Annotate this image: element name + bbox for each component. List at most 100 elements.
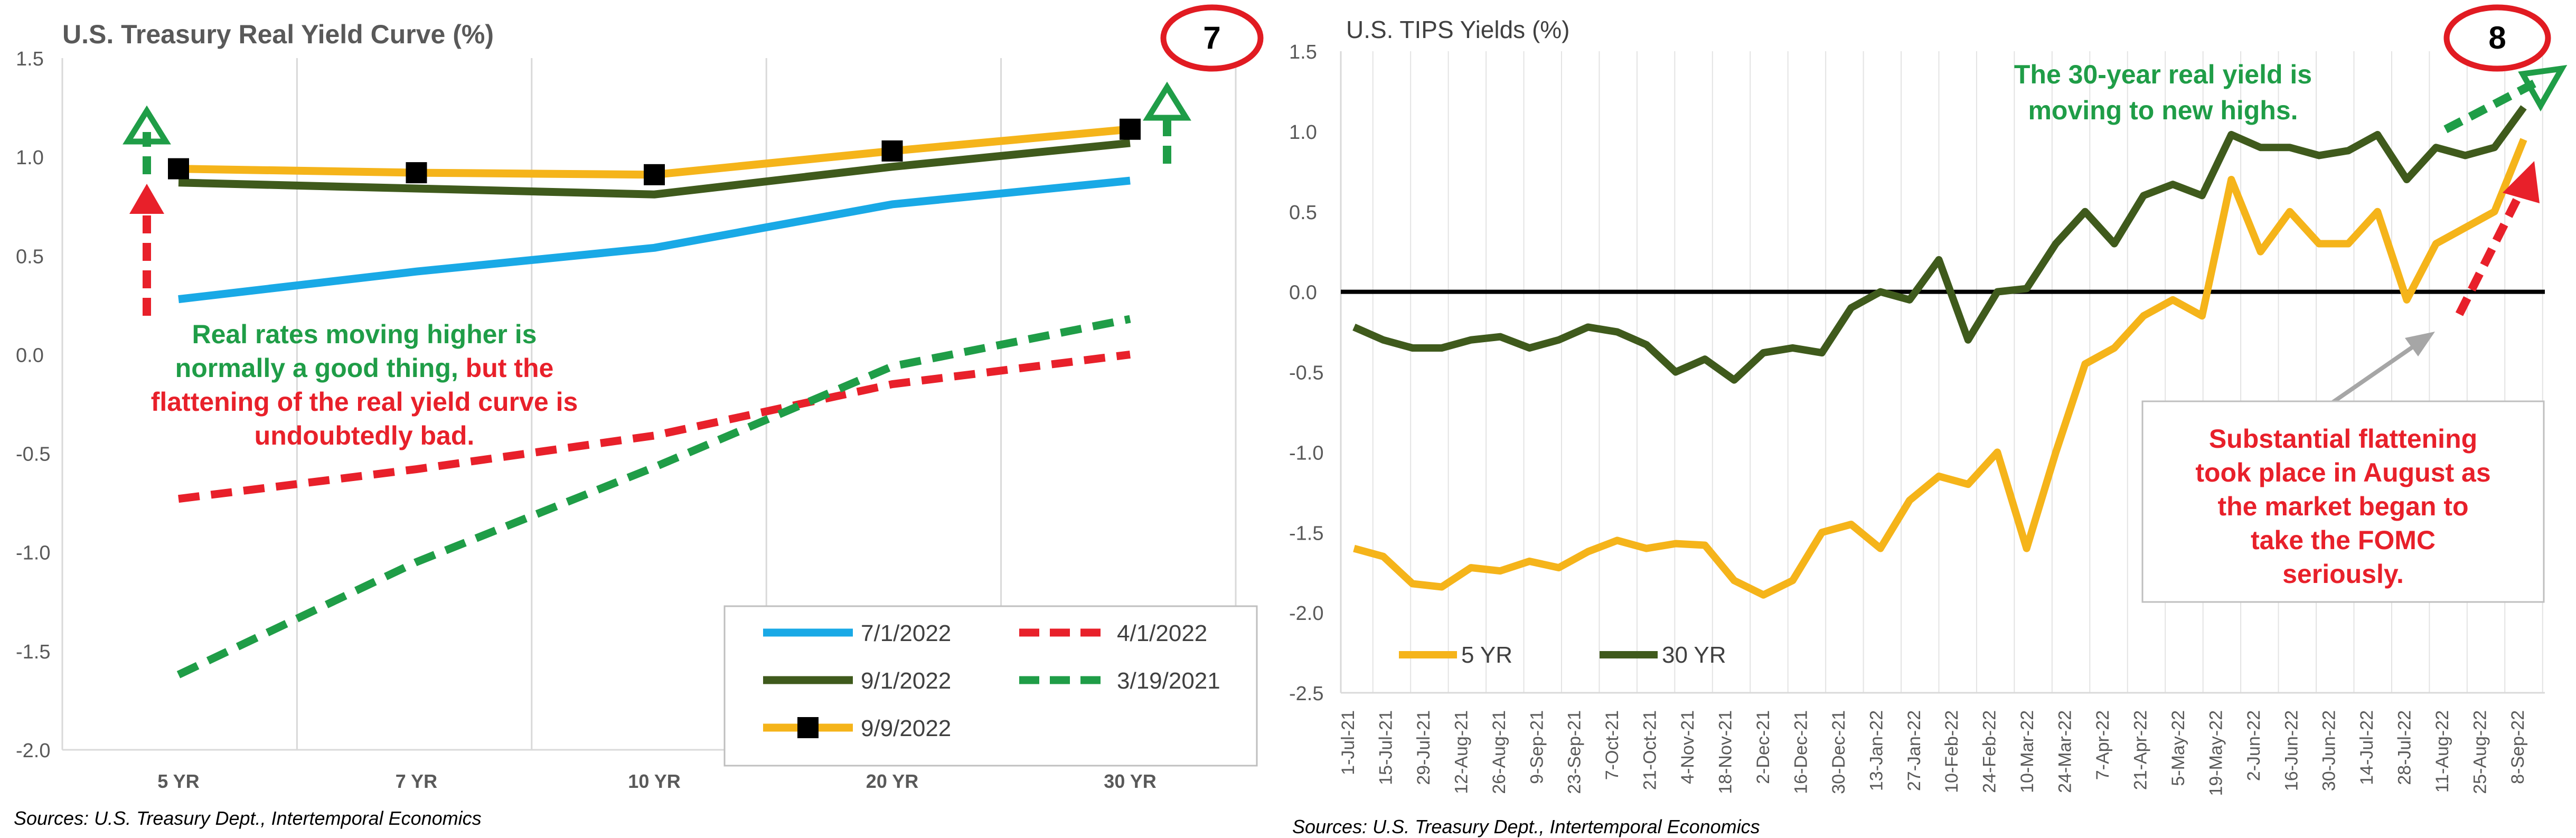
callout-frame xyxy=(2141,400,2545,603)
chart-title: U.S. TIPS Yields (%) xyxy=(1346,16,1570,43)
series-line-3-19-2021 xyxy=(176,315,1131,679)
legend-label-30-yr: 30 YR xyxy=(1662,642,1726,668)
badge-ring xyxy=(2443,4,2551,72)
data-point-marker xyxy=(1120,118,1141,140)
legend-label-7-1-2022: 7/1/2022 xyxy=(861,620,951,646)
x-tick-label: 7-Apr-22 xyxy=(2093,710,2113,780)
x-tick-label: 9-Sep-21 xyxy=(1527,710,1547,784)
green-dashed-arrow xyxy=(2443,79,2536,134)
x-tick-label: 13-Jan-22 xyxy=(1866,710,1886,791)
legend-label-3-19-2021: 3/19/2021 xyxy=(1117,668,1220,694)
x-tick-label: 29-Jul-21 xyxy=(1414,710,1434,785)
legend-label-5-yr: 5 YR xyxy=(1461,642,1512,668)
y-tick-label: 1.5 xyxy=(1289,41,1317,63)
red-dashed-arrow xyxy=(2455,194,2523,316)
badge-7: 7 xyxy=(1160,4,1264,72)
x-tick-label: 26-Aug-21 xyxy=(1489,710,1509,794)
callout-line-5: seriously. xyxy=(2282,559,2404,589)
x-tick-label: 24-Feb-22 xyxy=(1980,710,2000,793)
green-arrow-head-icon xyxy=(123,105,171,145)
y-tick-label: 0.0 xyxy=(16,344,44,366)
arrows xyxy=(2319,65,2568,413)
y-tick-label: -1.0 xyxy=(1289,442,1323,464)
annotation-line-4: undoubtedly bad. xyxy=(255,421,475,450)
real-yield-curve-chart: U.S. Treasury Real Yield Curve (%) 1.5 1.… xyxy=(14,4,1264,829)
x-tick-label: 12-Aug-21 xyxy=(1451,710,1471,794)
legend: 5 YR 30 YR xyxy=(1399,642,1726,668)
annotation-line-2: normally a good thing, but the xyxy=(175,353,554,383)
callout-box: Substantial flattening took place in Augu… xyxy=(2141,400,2545,603)
x-tick-label: 30-Dec-21 xyxy=(1829,710,1849,794)
x-tick-label: 7 YR xyxy=(396,770,437,792)
annotation-top: The 30-year real yield is moving to new … xyxy=(2014,60,2312,125)
y-tick-label: -0.5 xyxy=(1289,362,1323,384)
source-note: Sources: U.S. Treasury Dept., Intertempo… xyxy=(1292,816,1760,837)
badge-8: 8 xyxy=(2443,4,2551,72)
y-tick-label: 1.0 xyxy=(1289,121,1317,144)
x-tick-label: 18-Nov-21 xyxy=(1716,710,1736,794)
y-tick-label: 0.5 xyxy=(1289,202,1317,224)
x-tick-label: 2-Jun-22 xyxy=(2244,710,2264,781)
gray-arrow-head-icon xyxy=(2405,332,2435,356)
y-tick-label: -2.0 xyxy=(1289,602,1323,625)
x-tick-label: 20 YR xyxy=(866,770,918,792)
data-point-marker xyxy=(644,164,665,185)
y-tick-label: -1.0 xyxy=(16,542,50,564)
series-line-9-1-2022 xyxy=(178,139,1131,199)
y-tick-label: -1.5 xyxy=(16,641,50,663)
real-yield-curve-panel: U.S. Treasury Real Yield Curve (%) 1.5 1.… xyxy=(14,4,1264,829)
y-tick-label: 0.5 xyxy=(16,246,44,268)
badge-number: 7 xyxy=(1203,20,1220,55)
annotation-line-3: flattening of the real yield curve is xyxy=(151,387,578,417)
callout-line-1: Substantial flattening xyxy=(2209,424,2477,454)
y-tick-label: 1.0 xyxy=(16,147,44,169)
callout-line-3: the market began to xyxy=(2217,492,2468,521)
red-arrow-head-icon xyxy=(2503,161,2540,203)
red-arrow-head-icon xyxy=(129,184,164,214)
y-tick-label: -0.5 xyxy=(16,444,50,466)
annotation-text: Real rates moving higher is normally a g… xyxy=(151,319,578,450)
data-point-marker xyxy=(168,158,189,180)
series-line-5-yr xyxy=(1353,138,2527,599)
legend-label-9-9-2022: 9/9/2022 xyxy=(861,715,951,741)
annotation-line-1: Real rates moving higher is xyxy=(192,319,537,349)
x-tick-label: 21-Apr-22 xyxy=(2130,710,2150,790)
legend: 7/1/2022 4/1/2022 9/1/2022 3/19/2021 9/9/202… xyxy=(723,605,1258,767)
tips-yields-chart: U.S. TIPS Yields (%) 1.5 1.0 0.5 0.0 -0.5 -1.… xyxy=(1289,4,2568,837)
x-tick-label: 16-Dec-21 xyxy=(1791,710,1811,794)
x-tick-label: 19-May-22 xyxy=(2206,710,2226,796)
gray-callout-arrow xyxy=(2319,341,2420,413)
x-tick-label: 5 YR xyxy=(157,770,199,792)
y-tick-label: 0.0 xyxy=(1289,282,1317,304)
x-tick-label: 25-Aug-22 xyxy=(2470,710,2490,794)
x-tick-label: 10-Mar-22 xyxy=(2017,710,2037,793)
y-tick-label: 1.5 xyxy=(16,48,44,70)
x-tick-label: 5-May-22 xyxy=(2168,710,2188,786)
green-arrow-head-icon xyxy=(2518,65,2568,112)
annotation-top-line-1: The 30-year real yield is xyxy=(2014,60,2312,89)
data-point-marker xyxy=(406,162,427,184)
legend-label-9-1-2022: 9/1/2022 xyxy=(861,668,951,694)
x-tick-label: 30 YR xyxy=(1104,770,1156,792)
series-line-30-yr xyxy=(1352,105,2527,384)
callout-line-2: took place in August as xyxy=(2195,458,2490,487)
x-tick-label: 27-Jan-22 xyxy=(1904,710,1924,791)
x-tick-label: 21-Oct-21 xyxy=(1640,710,1660,790)
x-tick-label: 28-Jul-22 xyxy=(2395,710,2415,785)
badge-ring xyxy=(1160,4,1264,72)
annotation-green-part: normally a good thing, xyxy=(175,353,458,383)
x-tick-label: 8-Sep-22 xyxy=(2508,710,2528,784)
y-tick-label: -2.5 xyxy=(1289,683,1323,705)
annotation-top-line-2: moving to new highs. xyxy=(2028,96,2298,125)
tips-yields-panel: U.S. TIPS Yields (%) 1.5 1.0 0.5 0.0 -0.5 -1.… xyxy=(1288,0,2576,838)
x-tick-label: 23-Sep-21 xyxy=(1565,710,1585,794)
annotation-red-part: but the xyxy=(458,353,554,383)
series-line-4-1-2022 xyxy=(178,350,1131,503)
x-tick-label: 1-Jul-21 xyxy=(1338,710,1358,775)
data-point-marker xyxy=(881,140,903,162)
x-tick-label: 14-Jul-22 xyxy=(2357,710,2377,785)
x-tick-label: 15-Jul-21 xyxy=(1376,710,1396,785)
series-line-7-1-2022 xyxy=(178,176,1131,304)
y-tick-label: -1.5 xyxy=(1289,522,1323,544)
x-tick-label: 16-Jun-22 xyxy=(2281,710,2301,791)
